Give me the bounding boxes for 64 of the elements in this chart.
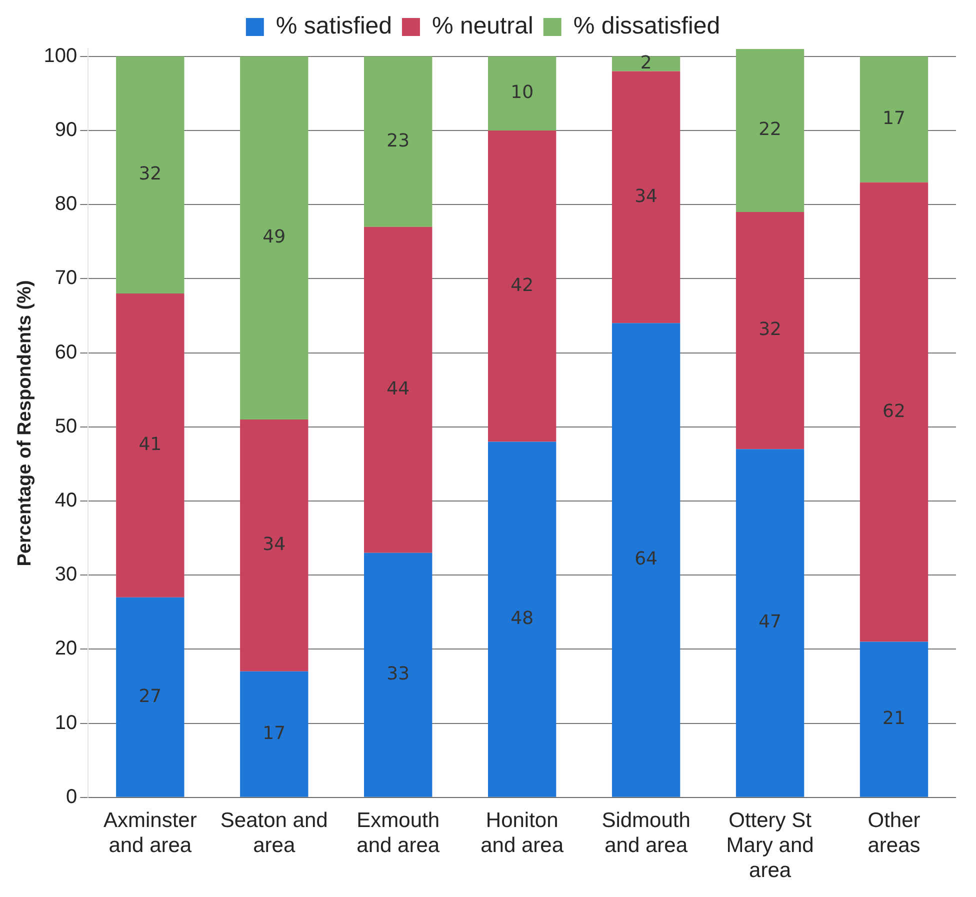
bar — [488, 56, 556, 131]
legend-label: % dissatisfied — [573, 12, 720, 40]
bar — [364, 552, 432, 797]
bar — [736, 449, 804, 797]
data-label: 17 — [262, 722, 286, 744]
data-label: 42 — [510, 274, 534, 296]
y-tick-label: 70 — [54, 267, 78, 290]
bar — [116, 294, 184, 598]
bar — [240, 671, 308, 797]
bar — [488, 130, 556, 442]
y-tick-label: 20 — [54, 638, 78, 660]
y-tick-label: 60 — [54, 341, 78, 364]
legend-label: % neutral — [432, 12, 534, 40]
bar — [240, 419, 308, 672]
x-tick-label: Ottery St Mary and area — [726, 808, 814, 882]
bar — [240, 56, 308, 420]
bar — [116, 597, 184, 797]
bar — [612, 56, 680, 72]
y-tick-label: 40 — [54, 490, 78, 512]
data-label: 47 — [758, 612, 782, 633]
data-label: 44 — [386, 378, 410, 400]
y-tick-label: 80 — [54, 193, 78, 216]
bar — [364, 226, 432, 553]
data-label: 10 — [510, 82, 534, 104]
bar — [860, 56, 928, 182]
data-label: 34 — [634, 186, 658, 207]
x-tick-label: Axminster and area — [103, 808, 197, 857]
data-label: 32 — [138, 164, 162, 185]
bar — [364, 56, 432, 227]
y-tick-label: 90 — [54, 119, 78, 142]
x-tick-label: Sidmouth and area — [602, 808, 690, 857]
data-label: 62 — [882, 400, 906, 422]
data-label: 48 — [510, 608, 534, 629]
bar — [860, 642, 928, 797]
bar — [860, 182, 928, 642]
data-label: 41 — [138, 434, 162, 456]
y-tick-label: 50 — [54, 415, 78, 438]
y-tick-label: 0 — [66, 786, 78, 808]
x-tick-label: Honiton and area — [480, 808, 564, 857]
data-label: 23 — [386, 130, 410, 152]
data-label: 34 — [262, 534, 286, 556]
data-label: 21 — [882, 708, 906, 730]
x-tick-label: Exmouth and area — [356, 808, 440, 857]
bar — [612, 323, 680, 797]
x-tick-label: Other areas — [868, 808, 920, 857]
x-tick-label: Seaton and area — [220, 808, 328, 857]
bar — [612, 71, 680, 324]
bar — [488, 442, 556, 797]
y-tick-label: 100 — [44, 44, 78, 67]
bar — [736, 49, 804, 212]
bar — [736, 212, 804, 450]
data-label: 32 — [758, 319, 782, 340]
data-label: 27 — [138, 686, 162, 707]
y-tick-label: 10 — [54, 712, 78, 734]
bar — [116, 56, 184, 294]
data-label: 49 — [262, 226, 286, 248]
data-label: 64 — [634, 548, 658, 570]
y-tick-label: 30 — [54, 564, 78, 586]
data-label: 2 — [640, 52, 652, 74]
legend-label: % satisfied — [276, 12, 392, 40]
data-label: 33 — [386, 664, 410, 685]
y-axis-title: Percentage of Respondents (%) — [14, 280, 36, 566]
data-label: 22 — [758, 119, 782, 140]
data-label: 17 — [882, 108, 906, 130]
